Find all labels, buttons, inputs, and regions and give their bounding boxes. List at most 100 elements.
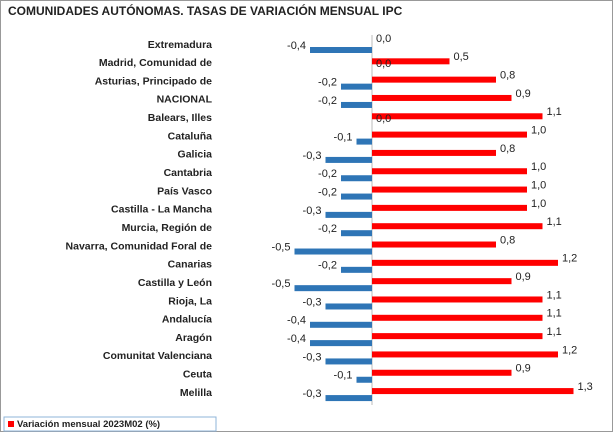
bar: [372, 278, 512, 285]
chart-title: COMUNIDADES AUTÓNOMAS. TASAS DE VARIACIÓ…: [8, 3, 403, 18]
category-label: Navarra, Comunidad Foral de: [66, 240, 213, 252]
value-label: 1,3: [578, 381, 593, 393]
value-label: -0,1: [334, 132, 353, 144]
bar: [341, 175, 372, 182]
value-label: -0,3: [303, 296, 322, 308]
value-label: 0,0: [376, 113, 391, 125]
bar: [294, 248, 372, 255]
category-label: País Vasco: [157, 185, 212, 197]
category-label: Murcia, Región de: [122, 222, 213, 234]
value-label: 1,0: [531, 161, 546, 173]
bar: [372, 259, 558, 266]
value-label: 1,2: [562, 344, 577, 356]
bar: [372, 113, 543, 120]
bar: [325, 211, 372, 218]
category-label: Canarias: [168, 259, 213, 271]
bar: [310, 340, 372, 347]
value-label: 0,9: [516, 271, 531, 283]
value-label: -0,3: [303, 388, 322, 400]
value-label: -0,1: [334, 370, 353, 382]
value-label: 0,8: [500, 143, 515, 155]
bar: [372, 351, 558, 358]
category-label: Castilla y León: [138, 277, 212, 289]
bar: [372, 131, 527, 138]
bar: [372, 204, 527, 211]
bar: [372, 241, 496, 248]
bar: [341, 83, 372, 90]
value-label: 1,1: [547, 106, 562, 118]
value-label: 0,0: [376, 58, 391, 70]
value-label: 1,1: [547, 308, 562, 320]
value-label: 1,1: [547, 326, 562, 338]
legend-swatch: [8, 421, 14, 427]
bar: [310, 47, 372, 53]
category-label: Cataluña: [168, 130, 213, 142]
value-label: 1,0: [531, 198, 546, 210]
value-label: -0,2: [318, 168, 337, 180]
value-label: -0,4: [287, 333, 306, 345]
bar: [325, 303, 372, 310]
value-label: 0,9: [516, 88, 531, 100]
category-label: Aragón: [175, 332, 212, 344]
bar: [325, 358, 372, 365]
category-label: Comunitat Valenciana: [103, 350, 212, 362]
bar: [341, 266, 372, 273]
value-label: 0,8: [500, 234, 515, 246]
bar: [341, 101, 372, 108]
value-label: 1,1: [547, 216, 562, 228]
bar: [372, 76, 496, 83]
value-label: 0,8: [500, 70, 515, 82]
category-label: Andalucía: [162, 314, 212, 326]
value-label: -0,2: [318, 223, 337, 235]
bar: [372, 149, 496, 156]
category-label: Melilla: [180, 387, 212, 399]
value-label: -0,5: [272, 278, 291, 290]
category-label: Rioja, La: [168, 295, 212, 307]
bar: [325, 156, 372, 163]
value-label: -0,2: [318, 260, 337, 272]
category-label: Cantabria: [164, 167, 213, 179]
value-label: 1,0: [531, 125, 546, 137]
value-label: -0,3: [303, 205, 322, 217]
category-label: Balears, Illes: [148, 112, 212, 124]
legend-box: [3, 416, 217, 432]
value-label: -0,3: [303, 150, 322, 162]
value-label: 0,5: [454, 51, 469, 63]
category-label: Extremadura: [148, 39, 212, 51]
category-label: Galicia: [178, 149, 213, 161]
value-label: -0,2: [318, 186, 337, 198]
bar: [310, 321, 372, 328]
bar: [372, 314, 543, 321]
value-label: 1,2: [562, 253, 577, 265]
bar: [341, 230, 372, 237]
bar: [372, 94, 512, 101]
bar: [372, 333, 543, 340]
value-label: -0,4: [287, 40, 306, 52]
bar: [356, 138, 372, 145]
bar: [372, 369, 512, 376]
category-label: Madrid, Comunidad de: [99, 57, 212, 69]
bar: [372, 296, 543, 303]
category-label: Asturias, Principado de: [95, 75, 212, 87]
bar: [325, 395, 372, 402]
bar: [372, 223, 543, 230]
category-label: Castilla - La Mancha: [111, 204, 212, 216]
value-label: 1,0: [531, 179, 546, 191]
value-label: 1,1: [547, 289, 562, 301]
legend-label: Variación mensual 2023M02 (%): [17, 419, 160, 430]
value-label: -0,4: [287, 315, 306, 327]
value-label: 0,0: [376, 33, 391, 45]
bar: [372, 388, 574, 395]
value-label: -0,2: [318, 77, 337, 89]
category-label: NACIONAL: [157, 94, 213, 106]
category-label: Ceuta: [183, 369, 212, 381]
value-label: -0,5: [272, 241, 291, 253]
value-label: -0,2: [318, 95, 337, 107]
bar: [356, 376, 372, 383]
bar: [372, 186, 527, 193]
value-label: -0,3: [303, 351, 322, 363]
bar: [341, 193, 372, 200]
bar: [294, 285, 372, 292]
bar: [372, 58, 450, 65]
